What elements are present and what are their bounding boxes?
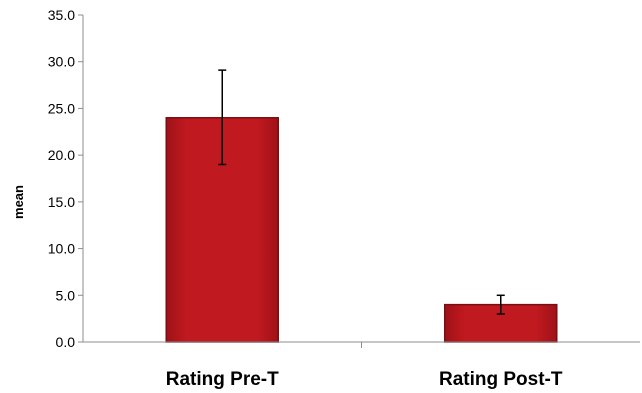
error-bar (496, 294, 505, 315)
y-axis-ticks: 0.0 5.0 10.0 15.0 20.0 25.0 30.0 35.0 (48, 7, 83, 350)
y-tick-label: 0.0 (56, 334, 76, 350)
error-bars (218, 69, 505, 315)
y-tick-label: 5.0 (56, 287, 76, 303)
y-tick-label: 30.0 (48, 54, 75, 70)
y-tick-label: 35.0 (48, 7, 75, 23)
y-tick-label: 15.0 (48, 194, 75, 210)
y-axis-title: mean (11, 185, 26, 219)
y-tick-label: 10.0 (48, 241, 75, 257)
y-tick-label: 25.0 (48, 100, 75, 116)
y-tick-label: 20.0 (48, 147, 75, 163)
category-labels: Rating Pre-T Rating Post-T (166, 342, 563, 390)
error-bar (218, 69, 227, 166)
bars (165, 117, 558, 343)
x-category-label: Rating Pre-T (166, 369, 279, 390)
x-category-label: Rating Post-T (439, 369, 563, 390)
